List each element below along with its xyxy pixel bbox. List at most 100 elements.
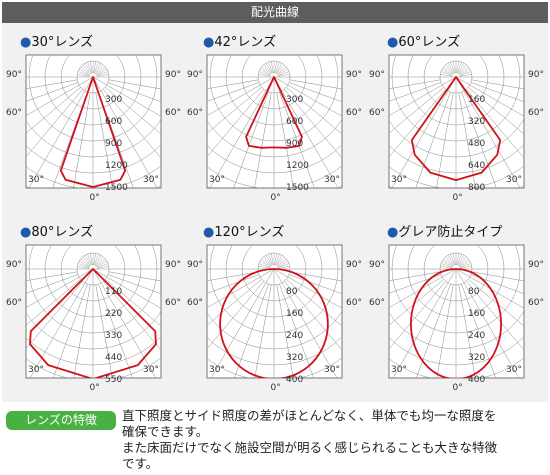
grid-ray xyxy=(108,271,161,282)
radial-tick-label: 320 xyxy=(468,117,485,127)
grid-ray xyxy=(445,64,454,75)
radial-tick-label: 1200 xyxy=(105,161,128,171)
angle-label-right-60: 60° xyxy=(346,298,362,308)
grid-ray xyxy=(80,258,91,267)
angle-label-left-90: 90° xyxy=(6,70,22,80)
grid-ray xyxy=(98,283,133,378)
feature-description: 直下照度とサイド照度の差がほとんどなく、単体でも均一な照度を 確保できます。 ま… xyxy=(122,408,548,472)
angle-label-right-90: 90° xyxy=(346,70,362,80)
angle-label-left-60: 60° xyxy=(187,108,203,118)
grid-ray xyxy=(459,74,472,77)
radial-tick-label: 80 xyxy=(286,287,298,297)
grid-ray xyxy=(26,268,94,308)
grid-ray xyxy=(268,61,273,74)
grid-ray xyxy=(77,266,90,269)
polar-grid xyxy=(207,55,342,188)
grid-ray xyxy=(459,260,470,268)
radial-tick-label: 320 xyxy=(286,353,303,363)
angle-label-right-90: 90° xyxy=(165,260,181,270)
grid-ray xyxy=(80,66,91,75)
grid-ray xyxy=(275,255,283,266)
grid-ray xyxy=(105,279,161,327)
grid-ray xyxy=(458,92,476,188)
grid-ray xyxy=(79,260,90,268)
grid-ray xyxy=(286,279,342,327)
grid-ray xyxy=(207,82,260,102)
grid-ray xyxy=(468,279,524,327)
radial-tick-label: 640 xyxy=(468,161,485,171)
chart-title-text: 80°レンズ xyxy=(31,224,93,240)
grid-ray xyxy=(284,281,342,351)
grid-ray xyxy=(440,266,453,269)
grid-ray xyxy=(447,63,455,74)
grid-ray xyxy=(26,279,81,326)
bullet-icon: ● xyxy=(387,225,398,240)
grid-ray xyxy=(260,68,271,76)
grid-ray xyxy=(288,82,342,103)
grid-ray xyxy=(77,263,90,268)
grid-ray xyxy=(29,268,94,378)
polar-grid xyxy=(26,55,161,188)
grid-ray xyxy=(82,256,91,267)
grid-ray xyxy=(442,68,453,76)
chart-title-text: 30°レンズ xyxy=(31,34,93,50)
angle-label-left-30: 30° xyxy=(28,175,44,185)
grid-ray xyxy=(455,76,524,117)
grid-ray xyxy=(273,76,342,117)
angle-label-right-60: 60° xyxy=(165,108,181,118)
grid-ray xyxy=(277,266,290,269)
grid-ray xyxy=(470,274,524,295)
grid-ray xyxy=(277,74,290,77)
angle-label-left-90: 90° xyxy=(369,70,385,80)
polar-grid xyxy=(26,245,161,378)
grid-ray xyxy=(276,92,294,188)
polar-grid xyxy=(207,245,342,378)
angle-label-right-90: 90° xyxy=(165,70,181,80)
grid-ray xyxy=(53,283,88,378)
angle-label-right-30: 30° xyxy=(324,175,340,185)
grid-ray xyxy=(450,61,455,74)
radial-tick-label: 1200 xyxy=(286,161,309,171)
grid-ray xyxy=(92,76,158,188)
grid-ray xyxy=(92,268,157,378)
angle-label-0: 0° xyxy=(271,383,281,393)
radial-tick-label: 110 xyxy=(105,287,122,297)
grid-ray xyxy=(457,253,462,266)
grid-ray xyxy=(207,87,262,134)
grid-ray xyxy=(103,89,161,159)
grid-ray xyxy=(458,284,476,378)
grid-ray xyxy=(87,61,92,74)
grid-ray xyxy=(459,263,472,268)
grid-ray xyxy=(94,255,102,266)
angle-label-left-30: 30° xyxy=(391,175,407,185)
grid-ray xyxy=(273,76,339,188)
grid-ray xyxy=(26,82,79,102)
chart-title-text: グレア防止タイプ xyxy=(398,224,502,240)
grid-ray xyxy=(26,79,78,90)
chart-title: ●80°レンズ xyxy=(20,224,93,240)
grid-ray xyxy=(258,266,271,269)
grid-ray xyxy=(276,66,287,75)
distribution-curve xyxy=(410,76,502,181)
grid-ray xyxy=(453,61,456,74)
grid-ray xyxy=(288,274,342,295)
grid-ray xyxy=(455,268,520,378)
grid-ray xyxy=(461,283,496,378)
grid-ray xyxy=(96,266,109,269)
grid-ray xyxy=(96,71,109,76)
angle-label-left-90: 90° xyxy=(187,70,203,80)
grid-ray xyxy=(268,253,273,266)
chart-title: ●42°レンズ xyxy=(203,34,276,50)
grid-ray xyxy=(277,71,290,76)
grid-ray xyxy=(271,253,274,266)
grid-ray xyxy=(456,253,459,266)
grid-ray xyxy=(447,255,455,266)
grid-ray xyxy=(289,79,342,90)
grid-ray xyxy=(415,91,451,188)
grid-ray xyxy=(457,255,465,266)
grid-ray xyxy=(392,268,457,378)
angle-label-right-30: 30° xyxy=(324,365,340,375)
grid-ray xyxy=(279,283,314,378)
bullet-icon: ● xyxy=(387,35,398,50)
angle-label-left-90: 90° xyxy=(369,260,385,270)
